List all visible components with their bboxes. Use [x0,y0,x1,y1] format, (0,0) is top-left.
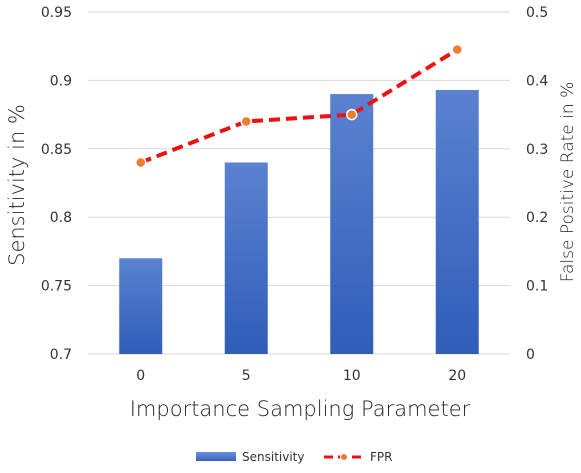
right-y-tick-label: 0.2 [526,210,548,226]
right-y-tick-label: 0.3 [526,142,548,158]
right-y-tick-label: 0.1 [526,279,548,295]
x-axis-title: Importance Sampling Parameter [130,397,471,421]
fpr-point [451,43,463,56]
sensitivity-bar [330,94,374,354]
legend-label-fpr: FPR [370,450,392,464]
right-y-tick-label: 0 [526,347,535,363]
fpr-point [240,115,252,128]
x-tick-label: 10 [343,368,361,384]
fpr-point [135,156,147,169]
left-y-tick-label: 0.9 [50,73,72,89]
right-y-tick-labels: 0 0.1 0.2 0.3 0.4 0.5 [526,5,548,363]
x-tick-label: 5 [242,368,251,384]
left-y-axis-title: Sensitivity in % [5,104,29,266]
left-y-tick-label: 0.75 [41,279,72,295]
right-y-axis-title: False Positive Rate in % [558,82,578,282]
x-tick-label: 20 [448,368,466,384]
left-y-tick-label: 0.95 [41,5,72,21]
fpr-series-line [140,47,459,165]
fpr-line [135,43,463,169]
fpr-point [346,108,358,121]
left-y-tick-label: 0.7 [50,347,72,363]
sensitivity-bars [119,89,479,354]
legend-swatch-fpr-marker [340,453,348,461]
left-y-tick-labels: 0.7 0.75 0.8 0.85 0.9 0.95 [41,5,72,363]
sensitivity-bar [119,258,163,354]
sensitivity-bar [435,89,479,354]
legend-label-sensitivity: Sensitivity [242,450,304,464]
legend: Sensitivity FPR [196,450,392,464]
left-y-tick-label: 0.85 [41,142,72,158]
right-y-tick-label: 0.5 [526,5,548,21]
right-y-tick-label: 0.4 [526,73,548,89]
x-tick-label: 0 [136,368,145,384]
x-tick-labels: 0 5 10 20 [136,368,466,384]
sensitivity-bar [224,162,268,354]
legend-swatch-sensitivity [196,452,236,461]
left-y-tick-label: 0.8 [50,210,72,226]
